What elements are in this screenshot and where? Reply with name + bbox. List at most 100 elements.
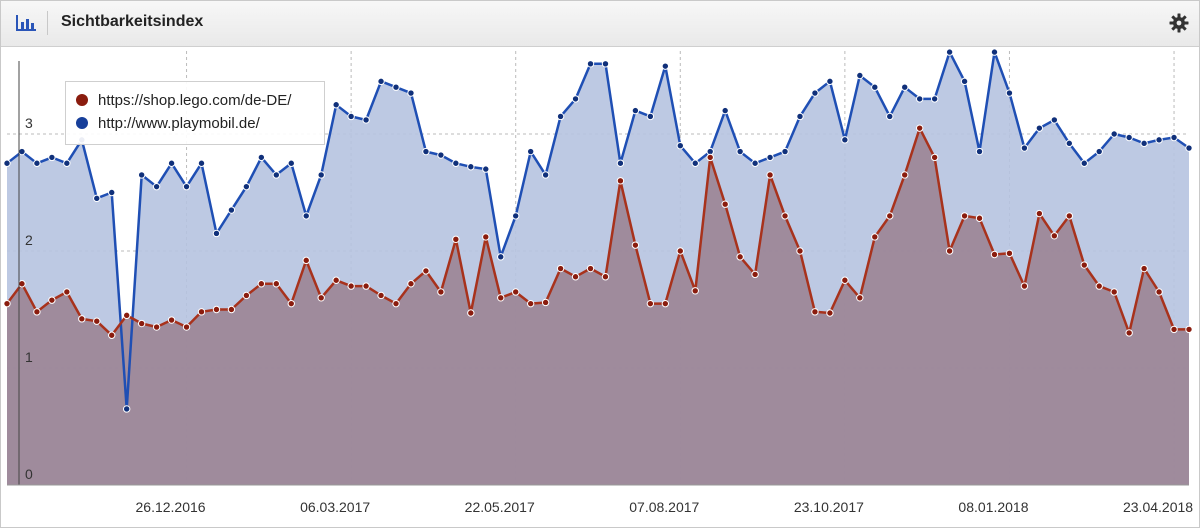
point-lego[interactable] — [347, 282, 355, 290]
point-lego[interactable] — [227, 305, 236, 314]
point-lego[interactable] — [48, 296, 56, 304]
point-playmobil[interactable] — [3, 159, 11, 167]
point-playmobil[interactable] — [167, 159, 176, 167]
point-lego[interactable] — [960, 212, 969, 220]
point-lego[interactable] — [137, 319, 146, 328]
point-playmobil[interactable] — [811, 89, 819, 97]
point-lego[interactable] — [93, 317, 101, 325]
point-playmobil[interactable] — [1065, 139, 1074, 148]
point-playmobil[interactable] — [526, 147, 535, 156]
point-playmobil[interactable] — [1050, 116, 1059, 124]
point-playmobil[interactable] — [302, 212, 310, 220]
point-playmobil[interactable] — [257, 153, 266, 162]
point-lego[interactable] — [482, 233, 490, 241]
point-lego[interactable] — [242, 291, 251, 300]
point-playmobil[interactable] — [541, 171, 550, 179]
point-lego[interactable] — [901, 171, 909, 179]
point-lego[interactable] — [945, 247, 954, 255]
point-playmobil[interactable] — [975, 147, 984, 156]
point-lego[interactable] — [182, 323, 191, 331]
point-playmobil[interactable] — [437, 151, 445, 159]
point-playmobil[interactable] — [332, 101, 340, 109]
point-playmobil[interactable] — [841, 136, 849, 144]
point-lego[interactable] — [302, 256, 310, 265]
point-playmobil[interactable] — [1185, 144, 1193, 152]
point-playmobil[interactable] — [1170, 133, 1178, 142]
point-playmobil[interactable] — [422, 147, 430, 156]
point-playmobil[interactable] — [362, 116, 370, 124]
point-playmobil[interactable] — [392, 83, 400, 91]
point-playmobil[interactable] — [646, 112, 655, 121]
point-lego[interactable] — [272, 280, 281, 288]
point-lego[interactable] — [1050, 232, 1059, 240]
point-lego[interactable] — [646, 299, 655, 308]
point-lego[interactable] — [526, 299, 535, 308]
point-lego[interactable] — [871, 233, 879, 241]
point-lego[interactable] — [556, 264, 565, 273]
point-lego[interactable] — [3, 299, 11, 308]
point-playmobil[interactable] — [33, 159, 41, 167]
point-lego[interactable] — [108, 331, 116, 339]
point-playmobil[interactable] — [497, 253, 505, 261]
point-playmobil[interactable] — [766, 153, 774, 162]
point-playmobil[interactable] — [616, 159, 625, 167]
point-playmobil[interactable] — [1080, 159, 1088, 167]
point-lego[interactable] — [1095, 282, 1103, 290]
point-playmobil[interactable] — [512, 212, 520, 220]
point-lego[interactable] — [152, 323, 161, 331]
point-lego[interactable] — [1185, 325, 1193, 334]
point-lego[interactable] — [1125, 329, 1133, 337]
point-lego[interactable] — [467, 309, 475, 317]
point-playmobil[interactable] — [586, 60, 595, 68]
point-lego[interactable] — [63, 288, 71, 296]
point-lego[interactable] — [1020, 282, 1029, 290]
point-playmobil[interactable] — [18, 147, 26, 156]
point-lego[interactable] — [317, 294, 325, 302]
point-playmobil[interactable] — [63, 159, 71, 167]
point-playmobil[interactable] — [1020, 144, 1029, 152]
point-playmobil[interactable] — [990, 48, 999, 56]
point-lego[interactable] — [811, 308, 819, 316]
point-lego[interactable] — [841, 276, 849, 284]
point-playmobil[interactable] — [197, 159, 206, 167]
point-playmobil[interactable] — [826, 77, 834, 86]
point-lego[interactable] — [497, 294, 505, 302]
bar-chart-icon[interactable] — [15, 13, 37, 33]
point-lego[interactable] — [1065, 212, 1074, 220]
point-playmobil[interactable] — [661, 62, 670, 70]
point-playmobil[interactable] — [571, 95, 580, 103]
point-lego[interactable] — [1035, 209, 1044, 218]
point-playmobil[interactable] — [631, 106, 640, 115]
point-lego[interactable] — [362, 282, 370, 290]
point-playmobil[interactable] — [1110, 130, 1118, 138]
point-playmobil[interactable] — [482, 165, 490, 173]
point-playmobil[interactable] — [751, 159, 759, 167]
point-playmobil[interactable] — [122, 405, 131, 413]
point-lego[interactable] — [616, 177, 625, 185]
point-playmobil[interactable] — [901, 83, 909, 91]
point-lego[interactable] — [1110, 288, 1118, 296]
point-playmobil[interactable] — [691, 159, 699, 167]
point-playmobil[interactable] — [886, 112, 894, 121]
point-playmobil[interactable] — [945, 48, 954, 56]
point-lego[interactable] — [452, 235, 460, 244]
point-lego[interactable] — [826, 309, 834, 317]
point-playmobil[interactable] — [601, 60, 610, 68]
point-playmobil[interactable] — [781, 147, 789, 156]
point-lego[interactable] — [407, 280, 415, 288]
point-playmobil[interactable] — [242, 182, 251, 191]
point-lego[interactable] — [392, 299, 400, 308]
point-lego[interactable] — [287, 299, 295, 308]
point-playmobil[interactable] — [407, 89, 415, 97]
point-playmobil[interactable] — [272, 171, 281, 179]
point-lego[interactable] — [1005, 249, 1014, 258]
point-lego[interactable] — [856, 294, 864, 302]
point-playmobil[interactable] — [108, 188, 116, 197]
point-playmobil[interactable] — [137, 171, 146, 179]
point-lego[interactable] — [33, 308, 41, 316]
point-lego[interactable] — [990, 250, 999, 259]
point-lego[interactable] — [796, 247, 804, 255]
point-playmobil[interactable] — [317, 171, 325, 179]
legend-item-playmobil[interactable]: http://www.playmobil.de/ — [76, 115, 260, 135]
point-lego[interactable] — [422, 267, 430, 275]
